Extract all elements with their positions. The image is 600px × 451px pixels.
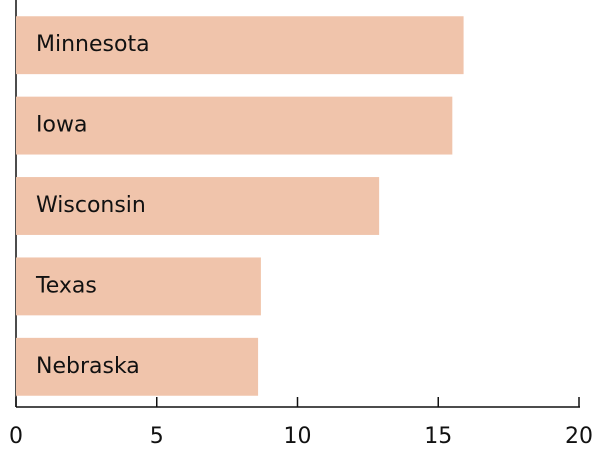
- bar: [16, 177, 380, 235]
- x-tick-label: 5: [150, 424, 164, 449]
- bar: [16, 16, 464, 75]
- x-tick-label: 10: [284, 424, 312, 449]
- category-label: Nebraska: [36, 354, 140, 379]
- bar: [16, 257, 261, 316]
- bar: [16, 96, 453, 155]
- bar: [16, 337, 259, 396]
- category-label: Wisconsin: [36, 193, 146, 218]
- x-tick-label: 20: [565, 424, 593, 449]
- x-tick-label: 15: [424, 424, 452, 449]
- x-tick-label: 0: [9, 424, 23, 449]
- category-label: Texas: [35, 273, 97, 298]
- category-label: Minnesota: [36, 32, 150, 57]
- category-label: Iowa: [36, 113, 87, 138]
